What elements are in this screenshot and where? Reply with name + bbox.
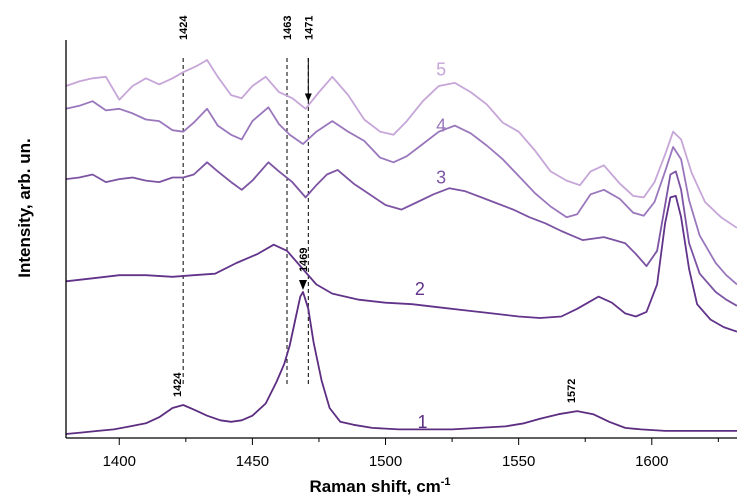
series-label-2: 2 (415, 279, 425, 299)
x-tick-label-1400: 1400 (103, 453, 136, 470)
y-axis-title: Intensity, arb. un. (15, 138, 34, 277)
peak-label-1463: 1463 (282, 16, 294, 40)
spectrum-line-3 (65, 161, 737, 307)
x-tick-label-1600: 1600 (635, 453, 668, 470)
spectra-lines (65, 59, 737, 435)
x-axis-title-main: Raman shift, cm (309, 477, 440, 496)
spectrum-line-1 (65, 291, 737, 435)
series-labels: 1 2 3 4 5 (415, 59, 446, 432)
series-label-4: 4 (436, 116, 446, 136)
x-tick-label-1450: 1450 (236, 453, 269, 470)
spectrum-line-5 (65, 59, 737, 229)
plot-axes (65, 40, 737, 439)
annotation-arrow-head-1471 (304, 93, 312, 102)
x-tick-label-1500: 1500 (369, 453, 402, 470)
spectrum-line-4 (65, 100, 737, 286)
dashed-reference-lines (182, 58, 309, 386)
x-axis-title-superscript: -1 (441, 476, 451, 488)
series-label-3: 3 (436, 168, 446, 188)
series-label-5: 5 (436, 59, 446, 79)
peak-label-1424: 1424 (172, 372, 184, 397)
spectrum-line-2 (65, 195, 737, 333)
annotation-arrow-head-1469 (298, 280, 307, 291)
peak-label-1424: 1424 (178, 15, 190, 40)
x-ticks: 1400 1450 1500 1550 1600 (103, 438, 719, 470)
x-axis-title: Raman shift, cm-1 (309, 476, 450, 496)
peak-annotations: 1424 1463 1471 1469 1424 1572 (172, 15, 578, 403)
x-tick-label-1550: 1550 (502, 453, 535, 470)
peak-label-1469: 1469 (298, 248, 310, 272)
series-label-1: 1 (417, 412, 427, 432)
peak-label-1572: 1572 (566, 379, 578, 403)
peak-label-1471: 1471 (303, 16, 315, 40)
